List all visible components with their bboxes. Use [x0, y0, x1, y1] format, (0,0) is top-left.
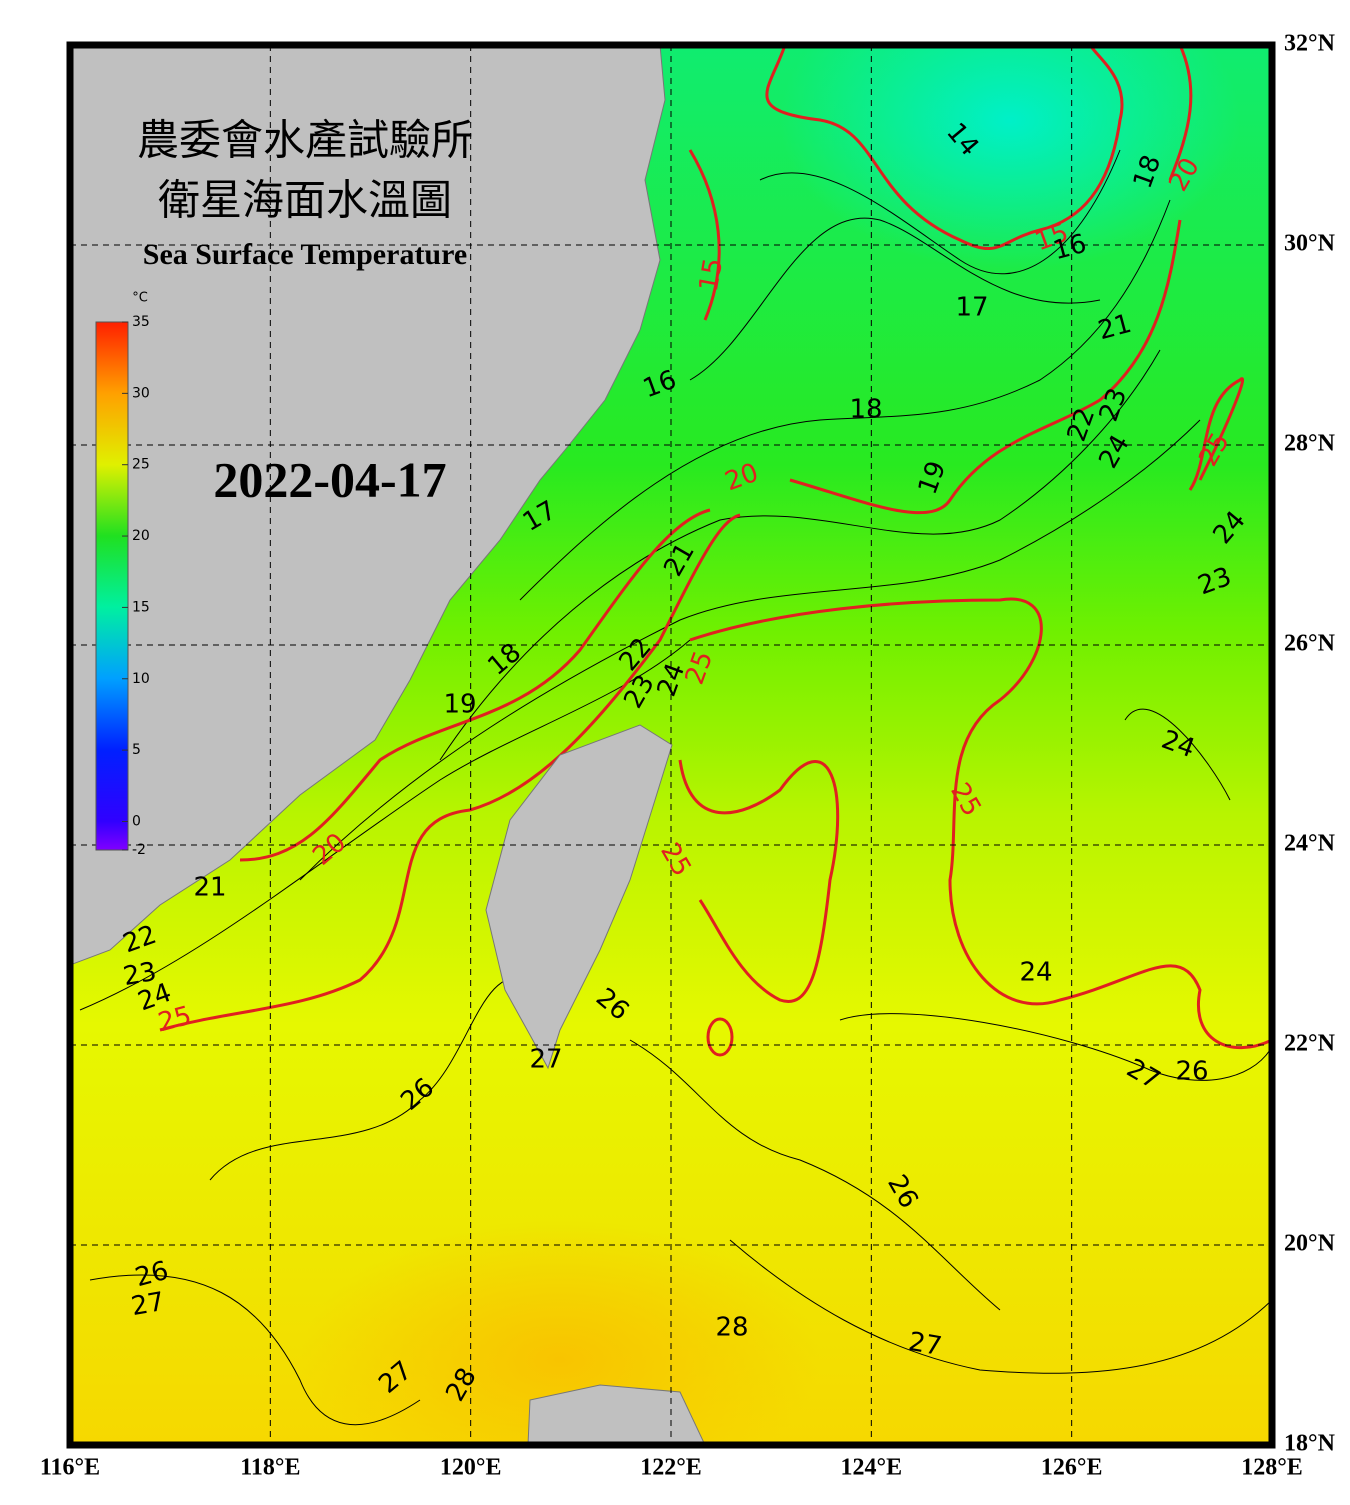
lat-label: 18°N [1284, 1431, 1336, 1457]
contour-label: 27 [129, 1287, 167, 1322]
lat-label: 32°N [1284, 31, 1336, 57]
contour-label: 19 [443, 690, 476, 720]
lon-label: 128°E [1241, 1455, 1303, 1481]
lon-label: 120°E [440, 1455, 502, 1481]
warm-water [300, 1220, 820, 1445]
contour-label: 27 [529, 1045, 562, 1075]
contour-label: 23 [121, 957, 159, 992]
lat-label: 28°N [1284, 431, 1336, 457]
colorbar-tick-label: 10 [132, 671, 150, 687]
lat-label: 20°N [1284, 1231, 1336, 1257]
colorbar-unit: °C [132, 291, 148, 306]
contour-label: 15 [694, 256, 729, 294]
contour-label: 28 [715, 1313, 748, 1343]
isotherm-red [159, 45, 1272, 1057]
contour-label: 26 [1175, 1057, 1208, 1087]
taiwan [485, 724, 673, 1070]
colorbar-tick-label: 30 [132, 385, 150, 401]
colorbar-tick-label: 5 [132, 742, 141, 758]
colorbar-tick-label: -2 [132, 842, 146, 858]
grid [70, 45, 1272, 1445]
lon-label: 122°E [640, 1455, 702, 1481]
date: 2022-04-17 [213, 451, 446, 507]
contour-label: 27 [906, 1327, 944, 1362]
luzon [527, 1384, 706, 1445]
cold-water [780, 45, 1240, 270]
lat-label: 24°N [1284, 831, 1336, 857]
isotherms [79, 149, 1272, 1426]
colorbar-tick-label: 20 [132, 528, 150, 544]
colorbar-tick-label: 0 [132, 813, 141, 829]
lon-label: 126°E [1041, 1455, 1103, 1481]
colorbar-tick-label: 15 [132, 599, 150, 615]
lat-label: 26°N [1284, 631, 1336, 657]
lat-label: 22°N [1284, 1031, 1336, 1057]
lat-label: 30°N [1284, 231, 1336, 257]
china-coast [70, 45, 666, 966]
contour-label: 17 [955, 293, 988, 323]
axes: 32°N 30°N 28°N 26°N 24°N 22°N 20°N 18°N 116°E 118… [40, 31, 1336, 1481]
colorbar-tick-label: 35 [132, 314, 150, 330]
contour-label: 21 [193, 873, 226, 903]
lon-label: 116°E [40, 1455, 100, 1481]
title-en: Sea Surface Temperature [143, 238, 467, 271]
lon-label: 124°E [841, 1455, 903, 1481]
contour-label: 24 [1019, 958, 1052, 988]
title-zh-1: 農委會水產試驗所 [137, 118, 473, 165]
title-zh-2: 衛星海面水溫圖 [158, 179, 452, 225]
colorbar [95, 321, 129, 851]
colorbar-tick-label: 25 [132, 457, 150, 473]
lon-label: 118°E [240, 1455, 300, 1481]
contour-label: 18 [849, 395, 882, 425]
map-frame [66, 41, 1276, 1449]
